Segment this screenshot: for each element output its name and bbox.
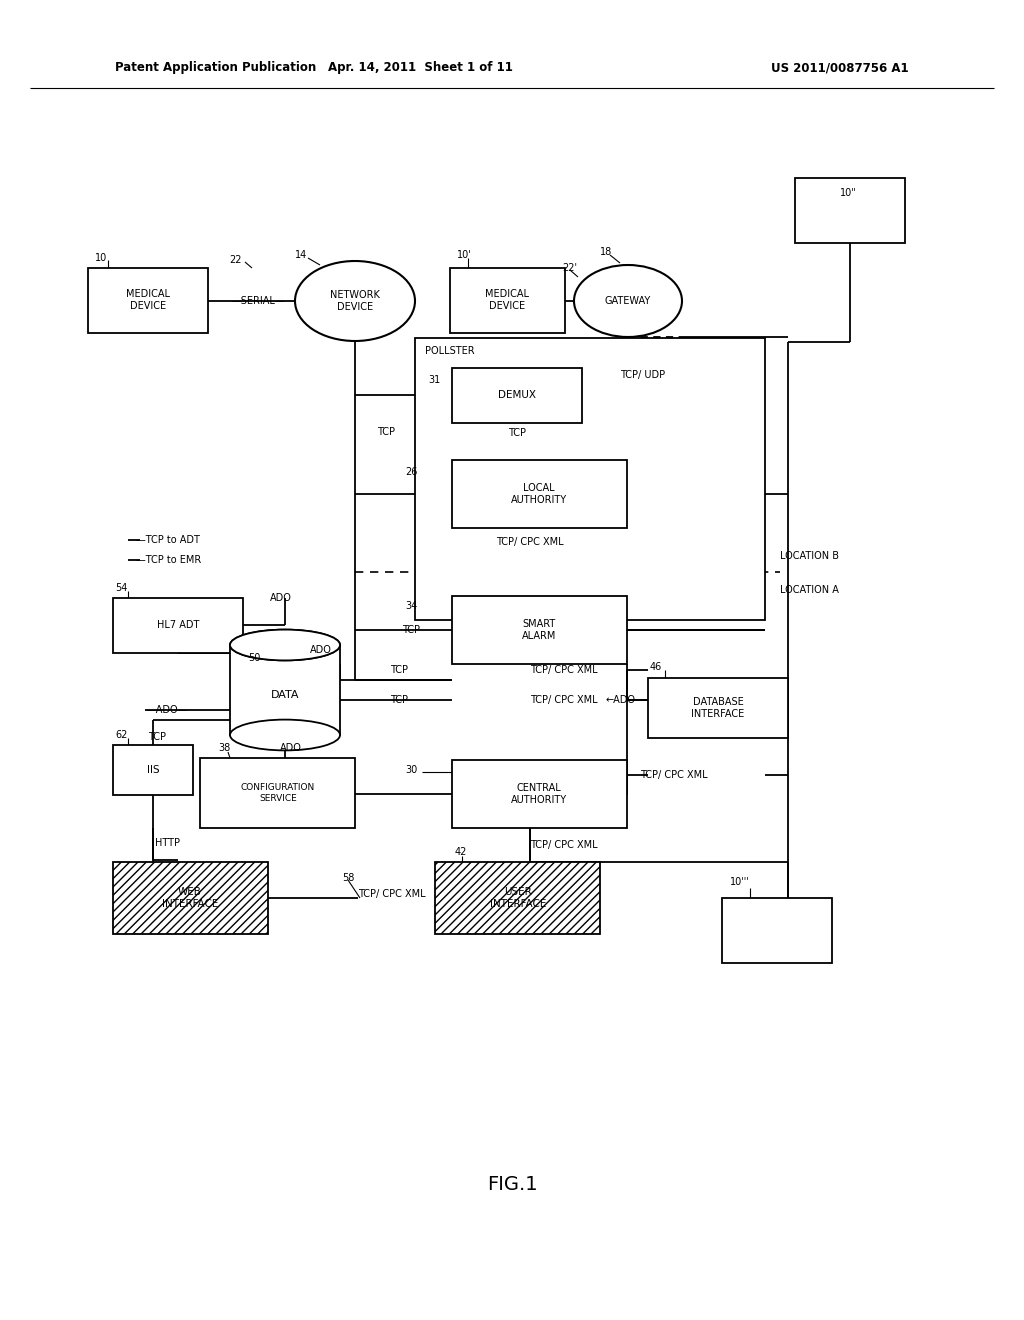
Text: TCP/ CPC XML: TCP/ CPC XML (358, 888, 426, 899)
Text: MEDICAL
DEVICE: MEDICAL DEVICE (485, 289, 529, 310)
Text: LOCATION A: LOCATION A (780, 585, 839, 595)
Text: Apr. 14, 2011  Sheet 1 of 11: Apr. 14, 2011 Sheet 1 of 11 (328, 62, 512, 74)
Bar (452, 760, 627, 828)
Text: —SERIAL—: —SERIAL— (231, 296, 285, 306)
Bar (435, 862, 600, 935)
Ellipse shape (230, 630, 340, 660)
Text: TCP/ CPC XML: TCP/ CPC XML (640, 770, 708, 780)
Bar (113, 862, 268, 935)
Text: —TCP to ADT: —TCP to ADT (136, 535, 200, 545)
Text: 26: 26 (406, 467, 418, 477)
Text: CENTRAL
AUTHORITY: CENTRAL AUTHORITY (511, 783, 567, 805)
Ellipse shape (230, 719, 340, 750)
Text: TCP/ CPC XML: TCP/ CPC XML (530, 696, 598, 705)
Bar (450, 268, 565, 333)
Text: 18: 18 (600, 247, 612, 257)
Text: DATA: DATA (270, 690, 299, 700)
Text: 10: 10 (95, 253, 108, 263)
Bar (722, 898, 831, 964)
Text: ADO: ADO (270, 593, 292, 603)
Text: SMART
ALARM: SMART ALARM (522, 619, 556, 640)
Text: 30: 30 (406, 766, 418, 775)
Text: DEMUX: DEMUX (498, 389, 536, 400)
Text: LOCATION B: LOCATION B (780, 550, 839, 561)
Text: FIG.1: FIG.1 (486, 1176, 538, 1195)
Text: 22: 22 (228, 255, 242, 265)
Text: TCP/ CPC XML: TCP/ CPC XML (497, 537, 564, 546)
Text: 46: 46 (650, 663, 663, 672)
Text: 50: 50 (248, 653, 260, 663)
Text: 14: 14 (295, 249, 307, 260)
Text: —TCP to EMR: —TCP to EMR (136, 554, 202, 565)
Text: TCP: TCP (148, 733, 166, 742)
Text: LOCAL
AUTHORITY: LOCAL AUTHORITY (511, 483, 567, 504)
Text: 42: 42 (455, 847, 467, 857)
Bar (795, 178, 905, 243)
Text: IIS: IIS (146, 766, 160, 775)
Text: 38: 38 (218, 743, 230, 752)
Ellipse shape (295, 261, 415, 341)
Text: ←ADO: ←ADO (606, 696, 636, 705)
Text: 22': 22' (562, 263, 577, 273)
Text: HTTP: HTTP (155, 838, 180, 847)
Bar (452, 368, 582, 422)
Text: US 2011/0087756 A1: US 2011/0087756 A1 (771, 62, 909, 74)
Bar (113, 744, 193, 795)
Text: —ADO—: —ADO— (146, 705, 188, 715)
Text: HL7 ADT: HL7 ADT (157, 620, 200, 630)
Text: TCP: TCP (390, 696, 408, 705)
Text: 62: 62 (115, 730, 127, 741)
Text: GATEWAY: GATEWAY (605, 296, 651, 306)
Text: 31: 31 (428, 375, 440, 385)
Text: 10': 10' (457, 249, 472, 260)
Text: TCP: TCP (402, 624, 420, 635)
Text: ADO: ADO (310, 645, 332, 655)
Text: TCP/ UDP: TCP/ UDP (620, 370, 666, 380)
Text: 54: 54 (115, 583, 127, 593)
Bar (113, 598, 243, 653)
Bar (648, 678, 788, 738)
Bar (230, 645, 340, 735)
Text: TCP/ CPC XML: TCP/ CPC XML (530, 840, 598, 850)
Bar (415, 338, 765, 620)
Text: WEB
INTERFACE: WEB INTERFACE (162, 887, 218, 908)
Text: ADO: ADO (280, 743, 302, 752)
Text: TCP/ CPC XML: TCP/ CPC XML (530, 665, 598, 675)
Text: TCP: TCP (390, 665, 408, 675)
Bar (88, 268, 208, 333)
Text: Patent Application Publication: Patent Application Publication (115, 62, 316, 74)
Bar (452, 597, 627, 664)
Text: USER
INTERFACE: USER INTERFACE (489, 887, 546, 908)
Text: TCP: TCP (377, 426, 395, 437)
Text: 34: 34 (406, 601, 418, 611)
Text: POLLSTER: POLLSTER (425, 346, 475, 356)
Ellipse shape (574, 265, 682, 337)
Bar (452, 459, 627, 528)
Text: 58: 58 (343, 873, 355, 883)
Ellipse shape (230, 630, 340, 660)
Text: CONFIGURATION
SERVICE: CONFIGURATION SERVICE (241, 783, 315, 803)
Bar (200, 758, 355, 828)
Text: 10": 10" (840, 187, 857, 198)
Text: DATABASE
INTERFACE: DATABASE INTERFACE (691, 697, 744, 719)
Text: TCP: TCP (508, 428, 526, 438)
Text: NETWORK
DEVICE: NETWORK DEVICE (330, 290, 380, 312)
Text: MEDICAL
DEVICE: MEDICAL DEVICE (126, 289, 170, 310)
Text: 10''': 10''' (730, 876, 750, 887)
